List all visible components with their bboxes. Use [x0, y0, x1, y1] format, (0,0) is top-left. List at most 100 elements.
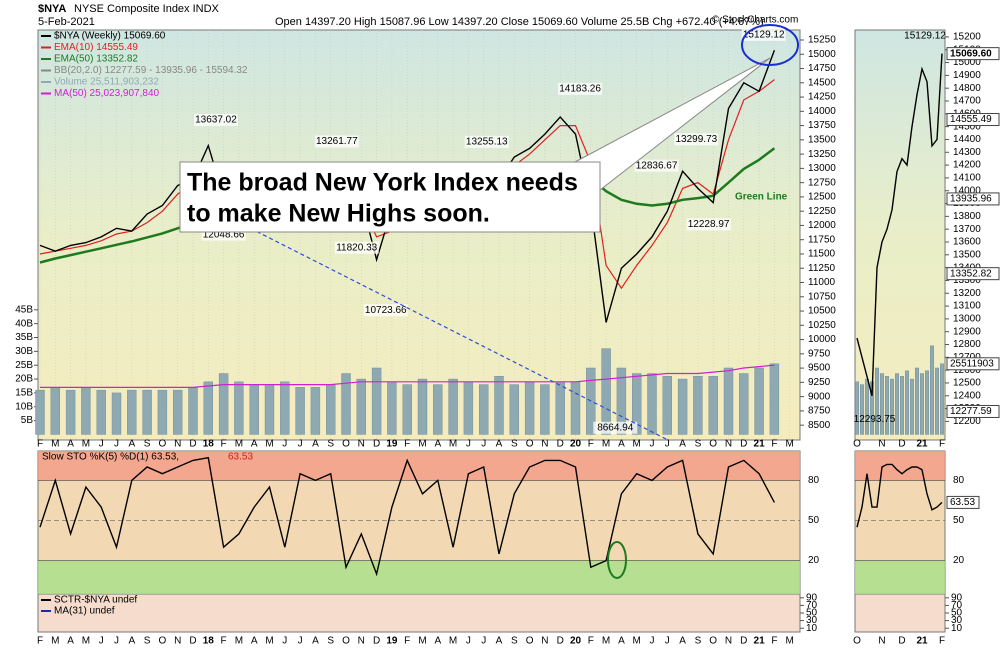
- legend-label: MA(31) undef: [54, 606, 115, 617]
- x-tick-label: D: [189, 439, 196, 450]
- volume-bar: [326, 384, 336, 435]
- x-tick-label: S: [327, 636, 334, 647]
- y-tick-label: 13500: [953, 249, 981, 260]
- y-tick-label: 14400: [953, 134, 981, 145]
- x-tick-label: F: [588, 636, 594, 647]
- x-tick-label: N: [878, 636, 885, 647]
- y-tick-label: 11000: [808, 277, 836, 288]
- x-tick-label: S: [695, 636, 702, 647]
- y-tick-label: 12250: [808, 206, 836, 217]
- y-tick-label: 14700: [953, 96, 981, 107]
- volume-bar: [925, 370, 929, 435]
- volume-bar: [885, 376, 889, 435]
- x-tick-label: M: [449, 439, 457, 450]
- y-tick-label: 9000: [808, 391, 831, 402]
- y-tick-label: 13100: [953, 301, 981, 312]
- x-tick-label: A: [251, 636, 258, 647]
- x-tick-label: J: [481, 439, 486, 450]
- peak-label: 12293.75: [854, 414, 896, 425]
- peak-label-box: [674, 133, 719, 146]
- volume-bar: [769, 363, 780, 435]
- x-tick-label: S: [144, 439, 151, 450]
- x-tick-label: J: [99, 439, 104, 450]
- x-tick-label: O: [159, 439, 167, 450]
- volume-bar: [35, 389, 45, 435]
- x-tick-label: M: [265, 439, 273, 450]
- y2-tick-label: 40B: [15, 318, 33, 329]
- date: 5-Feb-2021: [38, 16, 95, 28]
- volume-bar: [940, 363, 944, 435]
- x-tick-label: A: [251, 439, 258, 450]
- x-tick-label: A: [312, 439, 319, 450]
- y-tick-label: 15000: [953, 57, 981, 68]
- peak-label: 14183.26: [559, 83, 601, 94]
- x-tick-label: O: [342, 439, 350, 450]
- volume-bar: [387, 381, 397, 435]
- x-tick-label: F: [37, 636, 43, 647]
- value-tag: [946, 47, 1000, 61]
- x-tick-label: J: [650, 439, 655, 450]
- volume-bar: [371, 367, 382, 435]
- value-tag-label: 13935.96: [950, 194, 992, 205]
- volume-bar: [855, 381, 859, 435]
- x-tick-label: A: [434, 439, 441, 450]
- volume-bar: [356, 378, 366, 435]
- y2-tick-label: 25B: [15, 360, 33, 371]
- volume-bar: [494, 376, 504, 435]
- zone-band: [38, 451, 800, 481]
- volume-bar: [81, 387, 91, 435]
- y-tick-label: 10250: [808, 320, 836, 331]
- y-tick-label: 20: [953, 555, 965, 566]
- sctr-panel: [37, 593, 801, 633]
- peak-label-box: [741, 28, 786, 41]
- y-tick-label: 13600: [953, 237, 981, 248]
- y-tick-label: 14250: [808, 92, 836, 103]
- x-tick-label: J: [114, 636, 119, 647]
- x-tick-label: F: [588, 439, 594, 450]
- y-tick-label: 8750: [808, 406, 831, 417]
- series-line: [39, 456, 776, 577]
- x-tick-label: 21: [754, 439, 766, 450]
- y-tick-label: 10: [806, 623, 818, 634]
- y-tick-label: 10750: [808, 291, 836, 302]
- zoom-sctr-panel: [854, 593, 946, 633]
- peak-label-box: [558, 82, 603, 95]
- x-tick-label: J: [298, 636, 303, 647]
- x-tick-label: M: [82, 439, 90, 450]
- volume-bar: [930, 345, 934, 435]
- x-tick-label: N: [358, 636, 365, 647]
- plot-layer: 8500 8750 9000 9250 9500 9750 10000 10250 10500 1…: [15, 28, 1000, 647]
- legend-label: Volume 25,511,903,232: [54, 77, 159, 88]
- series-line: [856, 463, 943, 528]
- volume-bar: [910, 378, 914, 435]
- y2-tick-label: 35B: [15, 332, 33, 343]
- x-tick-label: 21: [754, 636, 766, 647]
- x-tick-label: N: [541, 439, 548, 450]
- y-tick-label: 10000: [808, 334, 836, 345]
- x-tick-label: O: [853, 439, 861, 450]
- y-tick-label: 50: [953, 515, 965, 526]
- x-tick-label: A: [679, 439, 686, 450]
- volume-bar: [905, 370, 909, 435]
- x-tick-label: M: [418, 636, 426, 647]
- volume-bar: [249, 384, 259, 435]
- x-tick-label: M: [786, 439, 794, 450]
- y-tick-label: 90: [806, 592, 818, 603]
- x-tick-label: J: [282, 439, 287, 450]
- peak-label-box: [334, 241, 379, 254]
- x-tick-label: N: [878, 439, 885, 450]
- volume-bar: [524, 381, 535, 435]
- y-tick-label: 8500: [808, 420, 831, 431]
- y-tick-label: 12200: [953, 416, 981, 427]
- peak-label: 12228.97: [688, 219, 730, 230]
- volume-bar: [632, 373, 642, 435]
- x-tick-label: A: [618, 636, 625, 647]
- x-tick-label: 20: [570, 636, 582, 647]
- x-tick-label: J: [466, 439, 471, 450]
- y-tick-label: 30: [806, 615, 818, 626]
- value-tag: [946, 267, 1000, 281]
- x-tick-label: D: [740, 439, 747, 450]
- volume-bar: [860, 384, 864, 435]
- volume-bar: [402, 384, 412, 435]
- x-tick-label: A: [496, 636, 503, 647]
